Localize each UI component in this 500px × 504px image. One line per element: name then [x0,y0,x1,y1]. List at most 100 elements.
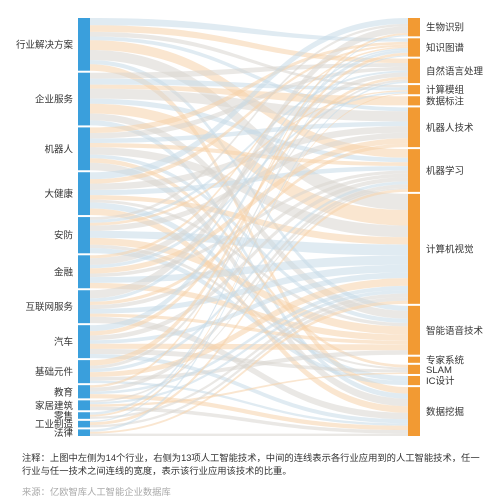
flow-link [90,44,408,184]
flow-link [90,184,408,392]
industry-label: 机器人 [44,143,73,155]
industry-label: 金融 [54,266,74,278]
footnote: 注释：上图中左侧为14个行业，右侧为13项人工智能技术，中间的连线表示各行业应用… [22,453,480,476]
industry-bar-法律 [78,429,90,436]
technology-bar-自然语言处理 [408,58,420,84]
industry-bars [78,18,90,436]
flow-link [90,132,408,231]
industry-bar-金融 [78,255,90,289]
flow-link [90,394,408,431]
flow-link [90,49,408,332]
flow-link [90,23,408,220]
flow-link [90,350,408,381]
technology-label: 计算模组 [426,84,465,96]
technology-bar-计算模组 [408,85,420,95]
flow-link [90,93,408,417]
technology-bar-生物识别 [408,18,420,37]
technology-label: 机器学习 [426,165,464,177]
technology-label: 生物识别 [426,22,464,34]
flow-link [90,181,408,373]
flow-link [90,142,408,167]
flow-link [90,177,408,341]
industry-bar-家居建筑 [78,400,90,411]
flow-link [90,18,408,42]
technology-bars [408,18,420,436]
industry-label: 教育 [54,386,73,398]
industry-label: 法律 [54,427,74,439]
technology-label: SLAM [426,365,452,376]
flow-link [90,230,408,256]
industry-bar-大健康 [78,172,90,216]
flow-link [90,293,408,419]
flow-link [90,278,408,377]
flow-link [90,31,408,88]
flow-link [90,189,408,426]
industry-bar-汽车 [78,325,90,359]
industry-label: 互联网服务 [25,301,73,313]
technology-label: 专家系统 [426,354,465,366]
technology-label: IC设计 [426,375,455,387]
flow-link [90,88,408,122]
flow-link [90,46,408,259]
technology-bar-计算机视觉 [408,193,420,304]
flow-link [90,173,408,309]
technology-label: 数据挖掘 [426,406,464,418]
technology-label: 计算机视觉 [426,243,474,255]
industry-label: 工业制造 [35,419,74,431]
technology-bar-数据标注 [408,96,420,106]
technology-bar-专家系统 [408,356,420,363]
technology-label: 机器人技术 [426,122,474,134]
industry-label: 大健康 [44,188,73,200]
technology-labels: 生物识别知识图谱自然语言处理计算模组数据标注机器人技术机器学习计算机视觉智能语音… [426,22,484,418]
technology-label: 知识图谱 [426,42,465,54]
flow-link [90,380,408,426]
sankey-diagram: 行业解决方案企业服务机器人大健康安防金融互联网服务汽车基础元件教育家居建筑零售工… [16,18,484,439]
flow-link [90,285,408,395]
industry-bar-教育 [78,385,90,399]
industry-bar-行业解决方案 [78,18,90,71]
industry-bar-互联网服务 [78,290,90,324]
flow-link [90,25,408,64]
technology-bar-智能语音技术 [408,305,420,355]
flow-link [90,60,408,311]
industry-labels: 行业解决方案企业服务机器人大健康安防金融互联网服务汽车基础元件教育家居建筑零售工… [16,39,74,439]
technology-label: 自然语言处理 [426,65,484,77]
industry-bar-机器人 [78,127,90,171]
industry-bar-安防 [78,217,90,254]
flow-link [90,76,408,336]
flow-link [90,33,408,388]
industry-label: 家居建筑 [35,400,74,412]
flow-link [90,70,408,223]
flow-link [90,81,408,432]
industry-label: 汽车 [54,336,73,348]
technology-label: 数据标注 [426,95,465,107]
flow-link [90,199,408,327]
flow-link [90,348,408,373]
flow-link [90,255,408,283]
technology-bar-机器人技术 [408,107,420,148]
flow-link [90,113,408,319]
flow-link [90,147,408,238]
flow-link [90,289,408,405]
flow-link [90,41,408,133]
flow-link [90,72,408,265]
technology-bar-机器学习 [408,149,420,192]
flow-link [90,187,408,403]
flow-link [90,300,408,434]
flow-links [90,18,408,436]
technology-bar-知识图谱 [408,38,420,57]
technology-bar-ic设计 [408,375,420,386]
flow-link [90,36,408,112]
source-credit: 来源：亿欧智库人工智能企业数据库 [22,487,171,497]
technology-bar-slam [408,364,420,374]
industry-bar-工业制造 [78,420,90,428]
flow-link [90,406,408,434]
flow-link [90,91,408,269]
flow-link [90,84,408,106]
industry-bar-企业服务 [78,72,90,126]
flow-link [90,18,408,180]
flow-link [90,248,408,386]
flow-link [90,48,408,302]
flow-link [90,35,408,423]
industry-label: 零售 [54,410,73,422]
